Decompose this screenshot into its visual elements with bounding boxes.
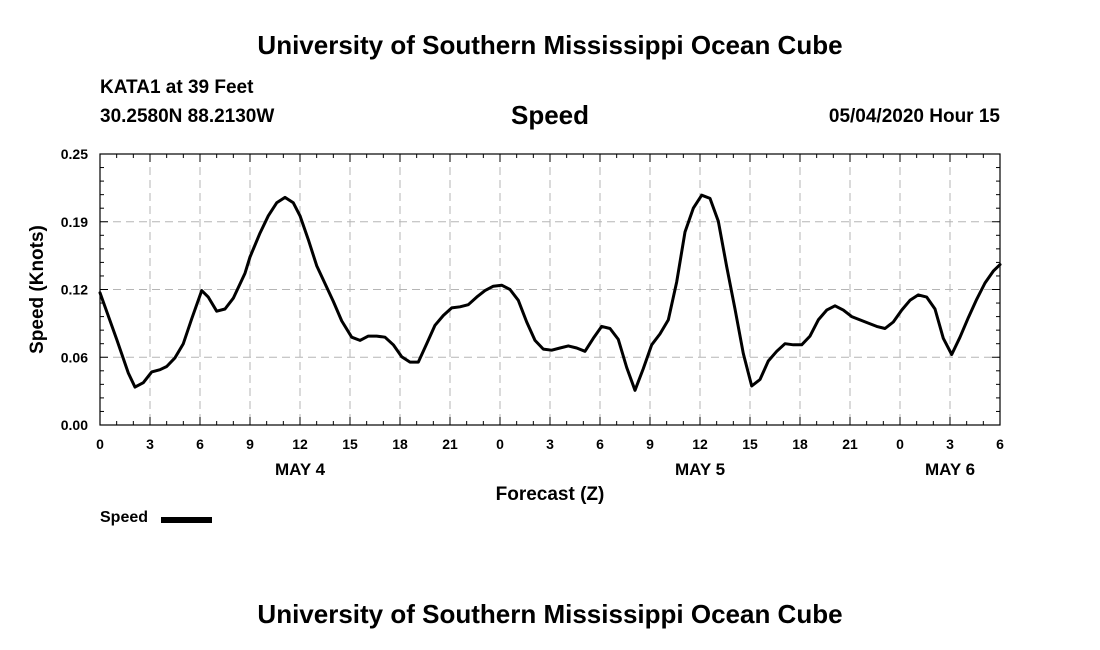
legend-swatch <box>161 517 212 523</box>
x-tick-label: 9 <box>646 436 654 452</box>
x-tick-label: 3 <box>946 436 954 452</box>
y-tick-label: 0.19 <box>61 214 88 230</box>
x-tick-label: 0 <box>496 436 504 452</box>
x-tick-label: 3 <box>146 436 154 452</box>
date-label: MAY 5 <box>675 460 725 479</box>
x-tick-label: 0 <box>96 436 104 452</box>
y-tick-label: 0.06 <box>61 349 88 365</box>
y-tick-label: 0.12 <box>61 282 88 298</box>
y-axis-label: Speed (Knots) <box>27 225 48 354</box>
y-tick-label: 0.25 <box>61 146 88 162</box>
x-tick-label: 0 <box>896 436 904 452</box>
x-tick-label: 15 <box>742 436 758 452</box>
x-tick-label: 21 <box>442 436 458 452</box>
y-tick-label: 0.00 <box>61 417 88 433</box>
x-tick-label: 18 <box>392 436 408 452</box>
x-tick-label: 18 <box>792 436 808 452</box>
x-tick-label: 21 <box>842 436 858 452</box>
x-tick-label: 6 <box>196 436 204 452</box>
x-tick-label: 3 <box>546 436 554 452</box>
series-line-speed <box>98 193 1002 392</box>
plot-frame <box>99 153 1001 426</box>
x-axis-label: Forecast (Z) <box>496 484 605 505</box>
x-tick-label: 9 <box>246 436 254 452</box>
x-tick-label: 15 <box>342 436 358 452</box>
x-tick-label: 6 <box>996 436 1004 452</box>
footer-title: University of Southern Mississippi Ocean… <box>257 599 843 629</box>
legend-label: Speed <box>100 509 149 526</box>
forecast-datetime: 05/04/2020 Hour 15 <box>828 106 1000 127</box>
x-tick-label: 6 <box>596 436 604 452</box>
date-label: MAY 4 <box>275 460 326 479</box>
page-title: University of Southern Mississippi Ocean… <box>257 30 843 60</box>
date-label: MAY 6 <box>925 460 975 479</box>
x-tick-label: 12 <box>292 436 308 452</box>
chart-title: Speed <box>510 100 590 130</box>
x-tick-label: 12 <box>692 436 708 452</box>
station-coordinates: 30.2580N 88.2130W <box>100 106 275 127</box>
station-label: KATA1 at 39 Feet <box>100 77 254 98</box>
